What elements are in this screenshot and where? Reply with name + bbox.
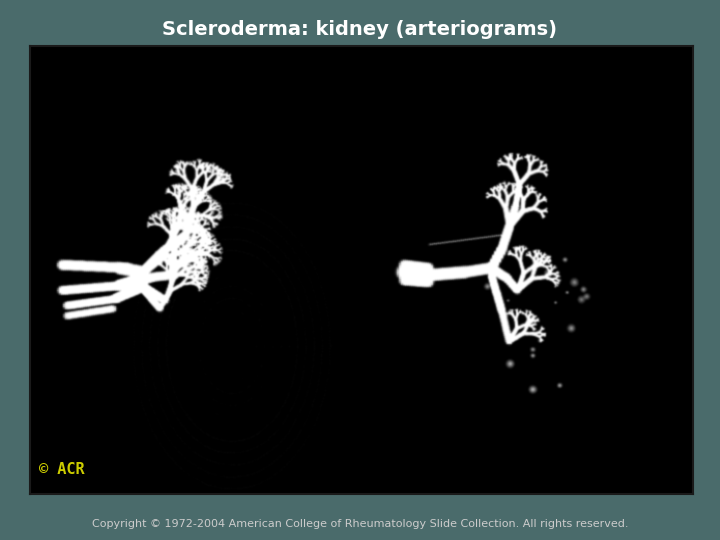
Text: Copyright © 1972-2004 American College of Rheumatology Slide Collection. All rig: Copyright © 1972-2004 American College o… xyxy=(91,519,629,529)
Text: Scleroderma: kidney (arteriograms): Scleroderma: kidney (arteriograms) xyxy=(163,20,557,39)
Text: © ACR: © ACR xyxy=(39,462,84,477)
